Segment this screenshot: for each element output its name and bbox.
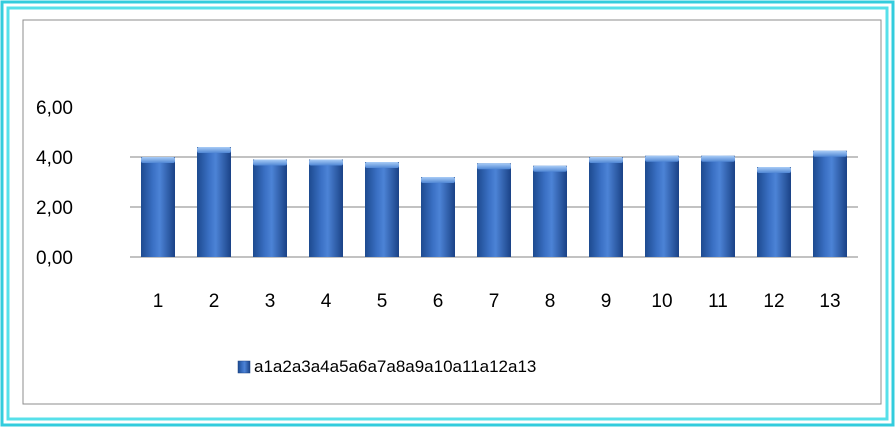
bar-body bbox=[421, 177, 455, 257]
x-tick-label: 4 bbox=[321, 291, 332, 312]
bar bbox=[645, 155, 679, 257]
bar-body bbox=[813, 150, 847, 257]
bar-highlight bbox=[533, 165, 567, 172]
bar bbox=[589, 157, 623, 257]
bar-body bbox=[141, 157, 175, 257]
bar-body bbox=[477, 163, 511, 257]
bar-body bbox=[309, 159, 343, 257]
legend: a1a2a3a4a5a6a7a8a9a10a11a12a13 bbox=[237, 357, 536, 376]
y-tick-label: 6,00 bbox=[36, 98, 73, 119]
bar-body bbox=[645, 155, 679, 257]
bar bbox=[477, 163, 511, 257]
x-tick-label: 1 bbox=[153, 291, 164, 312]
bar-highlight bbox=[365, 162, 399, 168]
x-tick-label: 11 bbox=[708, 291, 728, 312]
bar bbox=[253, 159, 287, 257]
x-tick-label: 2 bbox=[209, 291, 220, 312]
bar bbox=[421, 177, 455, 257]
bar-highlight bbox=[309, 159, 343, 166]
bar bbox=[701, 155, 735, 257]
x-tick-label: 12 bbox=[763, 291, 784, 312]
bars bbox=[141, 147, 847, 257]
legend-swatch bbox=[237, 360, 251, 374]
bar-highlight bbox=[813, 150, 847, 157]
bar-body bbox=[533, 165, 567, 257]
x-tick-label: 3 bbox=[265, 291, 276, 312]
bar bbox=[365, 162, 399, 257]
x-tick-label: 8 bbox=[545, 291, 556, 312]
bar bbox=[813, 150, 847, 257]
bar-highlight bbox=[757, 167, 791, 173]
legend-label: a1a2a3a4a5a6a7a8a9a10a11a12a13 bbox=[254, 357, 536, 376]
bar-highlight bbox=[253, 159, 287, 166]
bar bbox=[309, 159, 343, 257]
bar-highlight bbox=[421, 177, 455, 183]
x-tick-label: 10 bbox=[651, 291, 672, 312]
x-tick-label: 7 bbox=[489, 291, 500, 312]
bar-body bbox=[757, 167, 791, 257]
bar bbox=[757, 167, 791, 257]
x-tick-label: 6 bbox=[433, 291, 444, 312]
x-tick-label: 13 bbox=[819, 291, 840, 312]
x-axis-tick-labels: 1 2 3 4 5 6 7 8 9 10 11 12 13 bbox=[153, 291, 841, 312]
y-tick-label: 2,00 bbox=[36, 198, 73, 219]
bar-body bbox=[253, 159, 287, 257]
bar-highlight bbox=[141, 157, 175, 163]
bar-body bbox=[701, 155, 735, 257]
bar bbox=[197, 147, 231, 257]
y-tick-label: 0,00 bbox=[36, 248, 73, 269]
bar-body bbox=[365, 162, 399, 257]
bar bbox=[141, 157, 175, 257]
x-tick-label: 5 bbox=[377, 291, 388, 312]
x-tick-label: 9 bbox=[601, 291, 612, 312]
bar bbox=[533, 165, 567, 257]
inner-border bbox=[6, 6, 889, 421]
bar-highlight bbox=[197, 147, 231, 153]
bar-body bbox=[197, 147, 231, 257]
bar-body bbox=[589, 157, 623, 257]
y-tick-label: 4,00 bbox=[36, 148, 73, 169]
bar-highlight bbox=[589, 157, 623, 163]
bar-highlight bbox=[477, 163, 511, 170]
bar-highlight bbox=[701, 155, 735, 162]
y-axis-tick-labels: 0,00 2,00 4,00 6,00 bbox=[36, 98, 73, 269]
bar-highlight bbox=[645, 155, 679, 162]
